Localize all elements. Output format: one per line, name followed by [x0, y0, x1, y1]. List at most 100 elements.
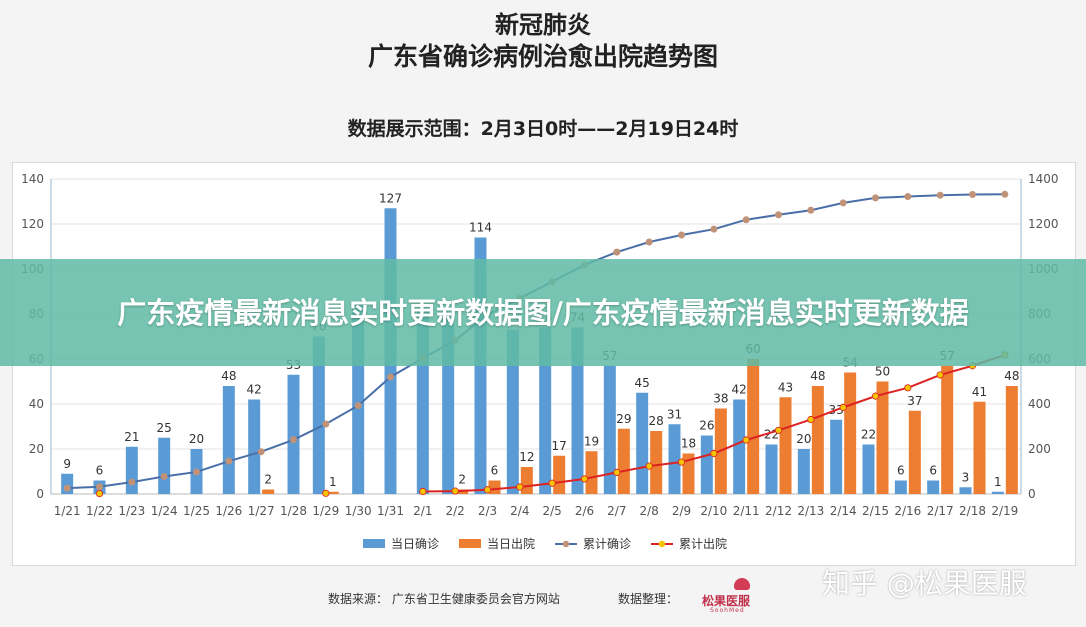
bar-daily-discharged: [908, 410, 921, 494]
point-cumulative-confirmed: [387, 373, 394, 381]
bar-daily-discharged: [1005, 386, 1018, 494]
legend-swatch: [363, 539, 385, 548]
point-cumulative-discharged: [936, 371, 944, 379]
bar-label-discharged: 41: [972, 385, 987, 399]
x-tick-label: 1/30: [345, 504, 372, 518]
bar-label-confirmed: 3: [962, 470, 970, 484]
bar-daily-confirmed: [830, 419, 843, 494]
logo-text: 松果医服: [702, 594, 751, 608]
bar-daily-confirmed: [733, 399, 746, 494]
point-cumulative-confirmed: [904, 193, 912, 201]
bar-daily-discharged: [941, 365, 954, 494]
bar-daily-discharged: [779, 397, 792, 494]
bar-label-confirmed: 20: [189, 432, 204, 446]
bar-daily-confirmed: [765, 444, 778, 494]
bar-daily-discharged: [520, 467, 533, 494]
chart-title-line1: 新冠肺炎: [495, 11, 591, 39]
bar-daily-discharged: [585, 451, 598, 494]
x-tick-label: 2/2: [446, 504, 465, 518]
bar-label-confirmed: 9: [63, 457, 71, 471]
y-left-tick-label: 20: [29, 442, 44, 456]
bar-daily-confirmed: [222, 386, 235, 494]
bar-daily-discharged: [617, 428, 630, 494]
bar-label-confirmed: 1: [994, 475, 1002, 489]
x-tick-label: 1/21: [54, 504, 81, 518]
point-cumulative-discharged: [742, 436, 750, 444]
point-cumulative-confirmed: [257, 448, 265, 456]
x-tick-label: 2/18: [959, 504, 986, 518]
point-cumulative-confirmed: [613, 248, 621, 256]
bar-label-discharged: 19: [584, 434, 599, 448]
point-cumulative-discharged: [548, 479, 556, 487]
bar-label-discharged: 12: [519, 450, 534, 464]
x-tick-label: 2/8: [640, 504, 659, 518]
x-tick-label: 2/16: [894, 504, 921, 518]
x-tick-label: 2/3: [478, 504, 497, 518]
x-tick-label: 1/25: [183, 504, 210, 518]
bar-daily-confirmed: [158, 437, 171, 494]
x-tick-label: 1/31: [377, 504, 404, 518]
brand-logo: 松果医服 SoohMed: [702, 578, 782, 618]
bar-daily-confirmed: [636, 392, 649, 494]
banner-text: 广东疫情最新消息实时更新数据图/广东疫情最新消息实时更新数据: [117, 295, 969, 330]
bar-label-confirmed: 6: [929, 464, 937, 478]
point-cumulative-confirmed: [160, 472, 168, 480]
point-cumulative-discharged: [580, 475, 589, 483]
x-tick-label: 2/19: [991, 504, 1018, 518]
bar-daily-discharged: [488, 480, 501, 494]
point-cumulative-confirmed: [710, 225, 718, 233]
bar-label-confirmed: 6: [96, 464, 104, 478]
point-cumulative-discharged: [677, 458, 686, 466]
point-cumulative-confirmed: [742, 216, 750, 224]
point-cumulative-confirmed: [678, 231, 685, 239]
point-cumulative-discharged: [322, 489, 330, 497]
data-source-label: 数据来源： 广东省卫生健康委员会官方网站: [328, 592, 560, 606]
legend-label: 累计出院: [679, 537, 727, 551]
legend-marker: [658, 540, 666, 548]
point-cumulative-discharged: [839, 403, 847, 411]
y-left-tick-label: 140: [21, 172, 44, 186]
bar-daily-discharged: [553, 455, 566, 494]
bar-daily-confirmed: [506, 329, 519, 494]
bar-label-discharged: 48: [810, 369, 825, 383]
point-cumulative-discharged: [904, 384, 912, 392]
data-range-label: 数据展示范围：2月3日0时——2月19日24时: [347, 118, 739, 140]
x-tick-label: 2/11: [733, 504, 760, 518]
point-cumulative-confirmed: [872, 194, 879, 202]
bar-daily-confirmed: [287, 374, 300, 494]
bar-daily-confirmed: [700, 435, 713, 494]
legend-label: 当日出院: [487, 537, 535, 551]
x-tick-label: 2/1: [413, 504, 432, 518]
point-cumulative-confirmed: [807, 206, 815, 214]
legend-swatch: [459, 539, 481, 548]
bar-daily-confirmed: [894, 480, 907, 494]
y-right-tick-label: 1200: [1028, 217, 1059, 231]
point-cumulative-discharged: [613, 468, 621, 476]
point-cumulative-confirmed: [290, 436, 297, 444]
bar-label-confirmed: 42: [732, 383, 747, 397]
bar-label-confirmed: 31: [667, 407, 682, 421]
point-cumulative-discharged: [516, 483, 524, 491]
point-cumulative-confirmed: [128, 478, 136, 486]
point-cumulative-discharged: [483, 486, 492, 494]
bar-daily-confirmed: [927, 480, 940, 494]
x-tick-label: 1/26: [215, 504, 242, 518]
bar-daily-confirmed: [571, 327, 584, 494]
bar-daily-confirmed: [862, 444, 875, 494]
bar-daily-confirmed: [797, 449, 810, 494]
bar-label-discharged: 29: [616, 412, 631, 426]
bar-label-confirmed: 48: [221, 369, 236, 383]
bar-label-discharged: 43: [778, 380, 793, 394]
bar-daily-confirmed: [991, 491, 1004, 494]
y-left-tick-label: 0: [36, 487, 44, 501]
bar-daily-confirmed: [668, 424, 681, 494]
point-cumulative-confirmed: [969, 191, 976, 199]
point-cumulative-discharged: [774, 426, 783, 434]
bar-label-confirmed: 45: [635, 376, 650, 390]
x-tick-label: 2/6: [575, 504, 594, 518]
bar-daily-discharged: [747, 359, 760, 494]
bar-daily-confirmed: [539, 327, 552, 494]
bar-daily-confirmed: [248, 399, 261, 494]
point-cumulative-confirmed: [63, 484, 71, 492]
bar-label-discharged: 1: [329, 475, 337, 489]
